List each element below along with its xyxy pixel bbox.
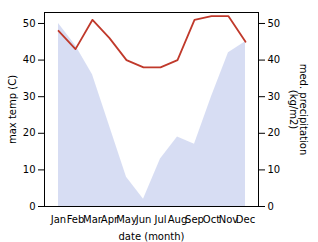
svg-text:Oct: Oct bbox=[203, 214, 220, 225]
svg-text:May: May bbox=[116, 214, 137, 225]
svg-text:Dec: Dec bbox=[236, 214, 255, 225]
svg-text:30: 30 bbox=[23, 91, 36, 102]
svg-text:40: 40 bbox=[268, 54, 281, 65]
svg-text:Apr: Apr bbox=[100, 213, 119, 225]
svg-text:max temp (C): max temp (C) bbox=[7, 75, 18, 144]
svg-text:Feb: Feb bbox=[67, 214, 85, 225]
svg-text:Jul: Jul bbox=[153, 214, 166, 225]
svg-text:10: 10 bbox=[268, 164, 281, 175]
svg-text:0: 0 bbox=[268, 201, 274, 212]
svg-text:Mar: Mar bbox=[83, 214, 103, 225]
svg-text:20: 20 bbox=[23, 127, 36, 138]
svg-text:Aug: Aug bbox=[167, 213, 188, 225]
svg-text:30: 30 bbox=[268, 91, 281, 102]
svg-text:Jun: Jun bbox=[135, 214, 152, 225]
svg-text:Nov: Nov bbox=[218, 213, 239, 225]
svg-text:10: 10 bbox=[23, 164, 36, 175]
svg-text:med. precipitation(kg/m2): med. precipitation(kg/m2) bbox=[288, 64, 309, 156]
svg-text:date (month): date (month) bbox=[119, 231, 185, 242]
svg-text:50: 50 bbox=[23, 18, 36, 29]
svg-text:0: 0 bbox=[29, 201, 35, 212]
svg-text:40: 40 bbox=[23, 54, 36, 65]
svg-text:Sep: Sep bbox=[185, 214, 204, 225]
svg-text:Jan: Jan bbox=[50, 214, 66, 225]
svg-text:50: 50 bbox=[268, 18, 281, 29]
svg-text:20: 20 bbox=[268, 127, 281, 138]
